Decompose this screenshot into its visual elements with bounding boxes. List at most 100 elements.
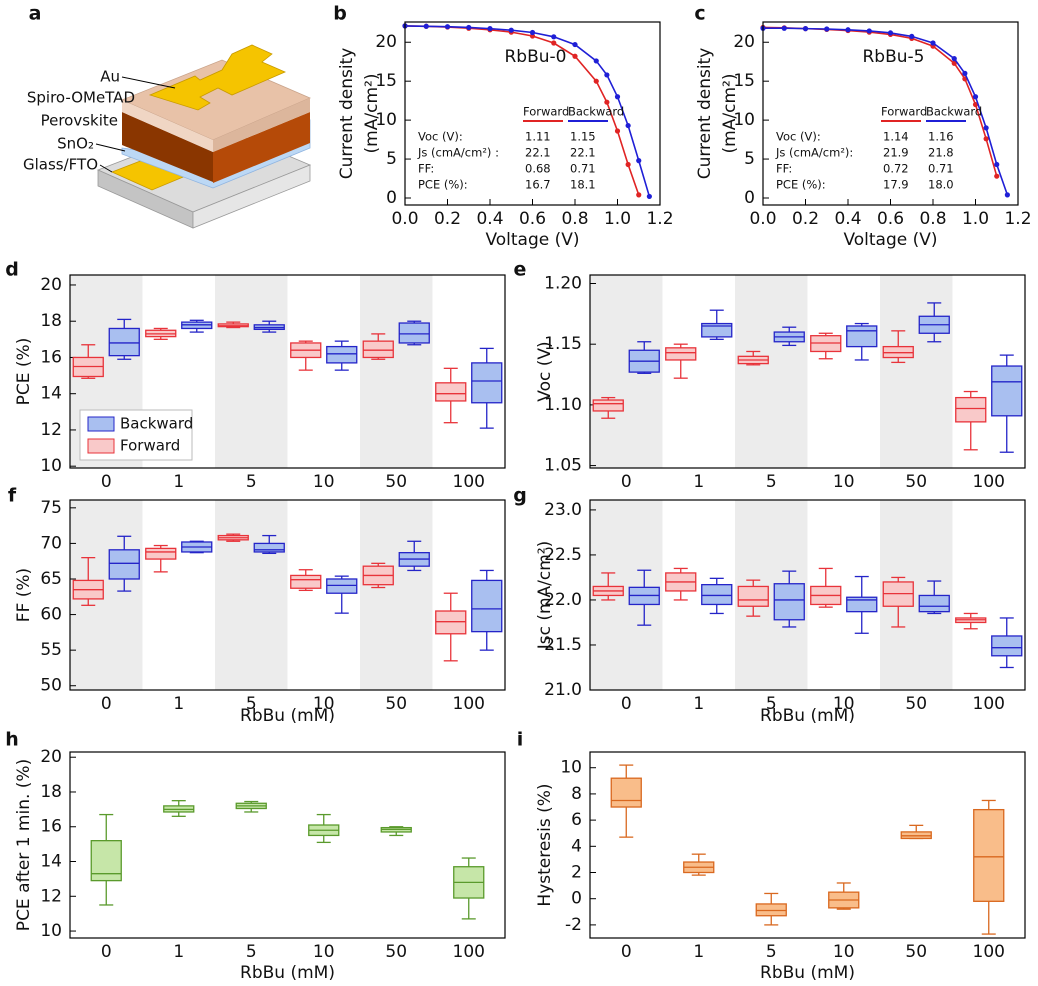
data-point [625, 122, 631, 129]
x-tick-label: 1.0 [604, 209, 631, 229]
panel-label: c [694, 3, 705, 25]
x-tick-label: 5 [246, 942, 257, 962]
y-tick-label: 75 [40, 498, 62, 518]
panel-label: d [5, 259, 19, 281]
y-tick-label: 1.05 [544, 456, 582, 476]
data-point [802, 26, 809, 32]
panel-label: i [517, 729, 524, 751]
panel-label: e [514, 259, 527, 281]
layer-label: Glass/FTO [23, 156, 98, 174]
table-cell: 18.1 [570, 178, 596, 192]
table-cell: 18.0 [928, 178, 954, 192]
x-tick-label: 100 [453, 472, 485, 492]
y-axis-label: Current density [695, 48, 715, 180]
table-cell: 1.16 [928, 130, 954, 144]
data-point [572, 41, 578, 48]
panel-label: g [513, 485, 527, 507]
box [610, 777, 642, 808]
table-row-label: FF: [776, 162, 792, 176]
y-axis-label: Current density [337, 48, 357, 180]
table-cell: 21.9 [883, 146, 909, 160]
x-axis-label: RbBu (mM) [760, 706, 855, 726]
category-band [360, 275, 433, 468]
table-cell: 0.71 [570, 162, 596, 176]
x-tick-label: 0.6 [519, 209, 546, 229]
data-point [466, 24, 472, 31]
panel-label: h [5, 729, 19, 751]
y-axis-label: Hysteresis (%) [535, 783, 555, 906]
x-tick-label: 0 [101, 472, 112, 492]
data-point [781, 25, 787, 31]
x-tick-label: 10 [833, 942, 855, 962]
data-point [909, 33, 915, 40]
box [665, 347, 697, 361]
x-tick-label: 5 [766, 942, 777, 962]
data-point [962, 70, 968, 76]
x-tick-label: 0 [621, 694, 632, 714]
chart-panel: f FF (%) RbBu (mM) 50 55 60 65 70 75 0 1 5 10 50 100 [8, 485, 506, 726]
table-cell: 16.7 [525, 178, 551, 192]
y-tick-label: 5 [386, 149, 397, 169]
spiro-left [122, 100, 213, 152]
x-tick-label: 1 [693, 694, 704, 714]
data-point [551, 40, 557, 46]
data-point [636, 192, 642, 198]
layer-label: SnO₂ [57, 135, 94, 153]
legend-label: Forward [120, 437, 180, 455]
y-tick-label: 60 [40, 605, 62, 625]
glass-right [192, 164, 311, 229]
box [846, 596, 878, 613]
box [90, 840, 122, 882]
plot-frame [69, 274, 506, 469]
data-point [930, 40, 936, 46]
data-point [593, 58, 599, 64]
x-tick-label: 0 [101, 694, 112, 714]
x-tick-label: 50 [385, 942, 407, 962]
plot-frame [69, 751, 506, 939]
x-tick-label: 10 [313, 694, 335, 714]
y-tick-label: 21.0 [544, 680, 582, 700]
y-tick-label: 0 [386, 188, 397, 208]
x-tick-label: 100 [453, 694, 485, 714]
y-tick-label: 18 [40, 782, 62, 802]
x-tick-label: 100 [973, 694, 1005, 714]
x-axis-label: Voltage (V) [485, 230, 579, 250]
y-tick-label: 50 [40, 676, 62, 696]
y-tick-label: 6 [571, 810, 582, 830]
x-tick-label: 0.0 [749, 209, 776, 229]
x-tick-label: 10 [313, 472, 335, 492]
y-tick-label: 4 [571, 836, 582, 856]
data-point [824, 26, 830, 32]
plot-frame [762, 21, 1019, 206]
x-tick-label: 50 [385, 694, 407, 714]
y-axis-label: PCE (%) [14, 338, 34, 406]
data-point [604, 99, 610, 105]
table-cell: 1.11 [525, 130, 551, 144]
y-tick-label: 55 [40, 640, 62, 660]
x-tick-label: 0.0 [391, 209, 418, 229]
data-point [551, 34, 557, 40]
box [773, 583, 805, 621]
y-axis-label: Voc (V) [535, 341, 555, 401]
panel-label: a [29, 3, 42, 25]
box [846, 325, 878, 348]
data-point [614, 128, 621, 134]
table-cell: 1.14 [883, 130, 909, 144]
x-tick-label: 1.2 [1004, 209, 1031, 229]
data-point [423, 23, 429, 29]
box [435, 610, 467, 635]
y-tick-label: 15 [375, 71, 397, 91]
y-tick-label: 2 [571, 863, 582, 883]
y-tick-label: 0 [744, 188, 755, 208]
box [973, 808, 1005, 902]
y-axis-label: (mA/cm²) [362, 74, 382, 154]
x-tick-label: 50 [905, 942, 927, 962]
table-cell: 0.71 [928, 162, 954, 176]
y-tick-label: 10 [375, 110, 397, 130]
x-tick-label: 50 [905, 472, 927, 492]
box [145, 547, 177, 560]
device-diagram: a Au Spiro-OMeTAD Perovskite SnO₂ Glass/… [23, 3, 312, 229]
y-tick-label: 20 [733, 32, 755, 52]
x-tick-label: 1 [693, 942, 704, 962]
y-tick-label: 22.0 [544, 590, 582, 610]
